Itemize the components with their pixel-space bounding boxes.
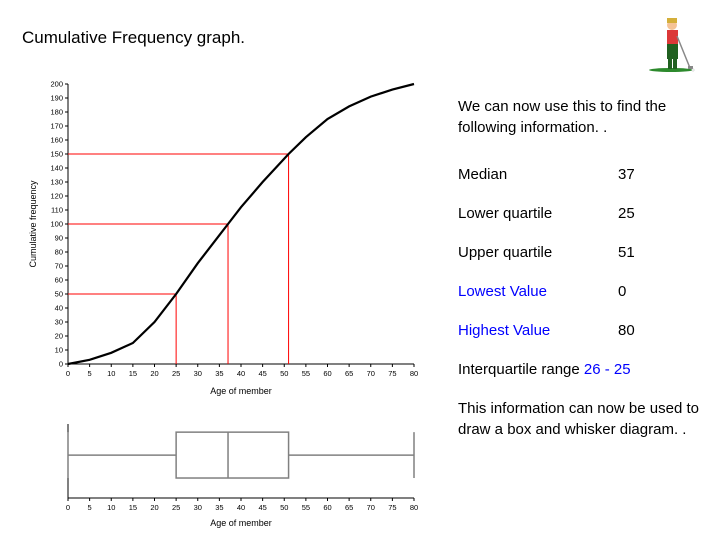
stat-label: Highest Value bbox=[458, 320, 618, 341]
svg-text:140: 140 bbox=[50, 164, 63, 173]
svg-text:90: 90 bbox=[55, 234, 63, 243]
svg-text:30: 30 bbox=[55, 318, 63, 327]
svg-text:30: 30 bbox=[194, 369, 202, 378]
svg-text:200: 200 bbox=[50, 80, 63, 89]
stat-value: 25 bbox=[618, 203, 635, 224]
stat-label: Median bbox=[458, 164, 618, 185]
svg-text:20: 20 bbox=[55, 332, 63, 341]
svg-text:65: 65 bbox=[345, 369, 353, 378]
svg-text:70: 70 bbox=[367, 369, 375, 378]
svg-text:60: 60 bbox=[323, 369, 331, 378]
stat-label: Upper quartile bbox=[458, 242, 618, 263]
intro-text: We can now use this to find the followin… bbox=[458, 96, 706, 138]
iq-value: 26 - 25 bbox=[584, 361, 631, 378]
stat-value: 51 bbox=[618, 242, 635, 263]
svg-text:180: 180 bbox=[50, 108, 63, 117]
svg-text:80: 80 bbox=[55, 248, 63, 257]
svg-text:110: 110 bbox=[51, 206, 63, 215]
svg-text:35: 35 bbox=[215, 369, 223, 378]
stat-label: Lower quartile bbox=[458, 203, 618, 224]
svg-text:70: 70 bbox=[55, 262, 63, 271]
svg-text:55: 55 bbox=[302, 503, 310, 512]
boxplot: 0 5 10 15 20 25 30 35 40 45 50 55 60 65 70 75 80 Age of m… bbox=[24, 418, 424, 528]
svg-text:15: 15 bbox=[129, 503, 137, 512]
svg-text:Age of member: Age of member bbox=[210, 518, 272, 528]
svg-text:60: 60 bbox=[55, 276, 63, 285]
stat-value: 37 bbox=[618, 164, 635, 185]
golfer-icon bbox=[646, 12, 696, 72]
iq-label: Interquartile range bbox=[458, 361, 580, 378]
svg-text:40: 40 bbox=[237, 503, 245, 512]
svg-text:5: 5 bbox=[88, 369, 92, 378]
svg-text:75: 75 bbox=[388, 503, 396, 512]
svg-text:100: 100 bbox=[50, 220, 63, 229]
stat-value: 80 bbox=[618, 320, 635, 341]
svg-text:70: 70 bbox=[367, 503, 375, 512]
svg-text:0: 0 bbox=[66, 503, 70, 512]
stat-uq: Upper quartile 51 bbox=[458, 242, 706, 263]
stat-value: 0 bbox=[618, 281, 626, 302]
svg-text:5: 5 bbox=[88, 503, 92, 512]
svg-text:80: 80 bbox=[410, 369, 418, 378]
stat-median: Median 37 bbox=[458, 164, 706, 185]
svg-text:Age of member: Age of member bbox=[210, 386, 272, 396]
svg-text:55: 55 bbox=[302, 369, 310, 378]
cf-chart: 0102030405060708090100110120130140150160… bbox=[24, 78, 424, 398]
svg-text:190: 190 bbox=[50, 94, 63, 103]
svg-text:0: 0 bbox=[59, 360, 63, 369]
svg-text:65: 65 bbox=[345, 503, 353, 512]
svg-text:10: 10 bbox=[107, 369, 115, 378]
svg-text:10: 10 bbox=[107, 503, 115, 512]
stat-iq: Interquartile range 26 - 25 bbox=[458, 359, 706, 380]
svg-text:25: 25 bbox=[172, 503, 180, 512]
svg-text:130: 130 bbox=[50, 178, 63, 187]
svg-text:0: 0 bbox=[66, 369, 70, 378]
svg-text:75: 75 bbox=[388, 369, 396, 378]
svg-text:Cumulative frequency: Cumulative frequency bbox=[28, 180, 38, 268]
stat-lowest: Lowest Value 0 bbox=[458, 281, 706, 302]
stat-lq: Lower quartile 25 bbox=[458, 203, 706, 224]
svg-text:150: 150 bbox=[50, 150, 63, 159]
svg-text:20: 20 bbox=[150, 503, 158, 512]
svg-text:50: 50 bbox=[55, 290, 63, 299]
page-title: Cumulative Frequency graph. bbox=[22, 28, 245, 48]
svg-text:160: 160 bbox=[50, 136, 63, 145]
svg-text:15: 15 bbox=[129, 369, 137, 378]
svg-text:40: 40 bbox=[55, 304, 63, 313]
svg-text:50: 50 bbox=[280, 369, 288, 378]
stat-highest: Highest Value 80 bbox=[458, 320, 706, 341]
svg-text:35: 35 bbox=[215, 503, 223, 512]
stat-label: Lowest Value bbox=[458, 281, 618, 302]
svg-text:20: 20 bbox=[150, 369, 158, 378]
svg-text:40: 40 bbox=[237, 369, 245, 378]
svg-text:170: 170 bbox=[50, 122, 63, 131]
info-block: We can now use this to find the followin… bbox=[458, 96, 706, 440]
svg-text:30: 30 bbox=[194, 503, 202, 512]
svg-text:80: 80 bbox=[410, 503, 418, 512]
svg-text:10: 10 bbox=[55, 346, 63, 355]
svg-text:45: 45 bbox=[258, 369, 266, 378]
svg-text:50: 50 bbox=[280, 503, 288, 512]
svg-text:120: 120 bbox=[50, 192, 63, 201]
svg-text:45: 45 bbox=[258, 503, 266, 512]
svg-text:25: 25 bbox=[172, 369, 180, 378]
final-text: This information can now be used to draw… bbox=[458, 398, 706, 440]
svg-text:60: 60 bbox=[323, 503, 331, 512]
